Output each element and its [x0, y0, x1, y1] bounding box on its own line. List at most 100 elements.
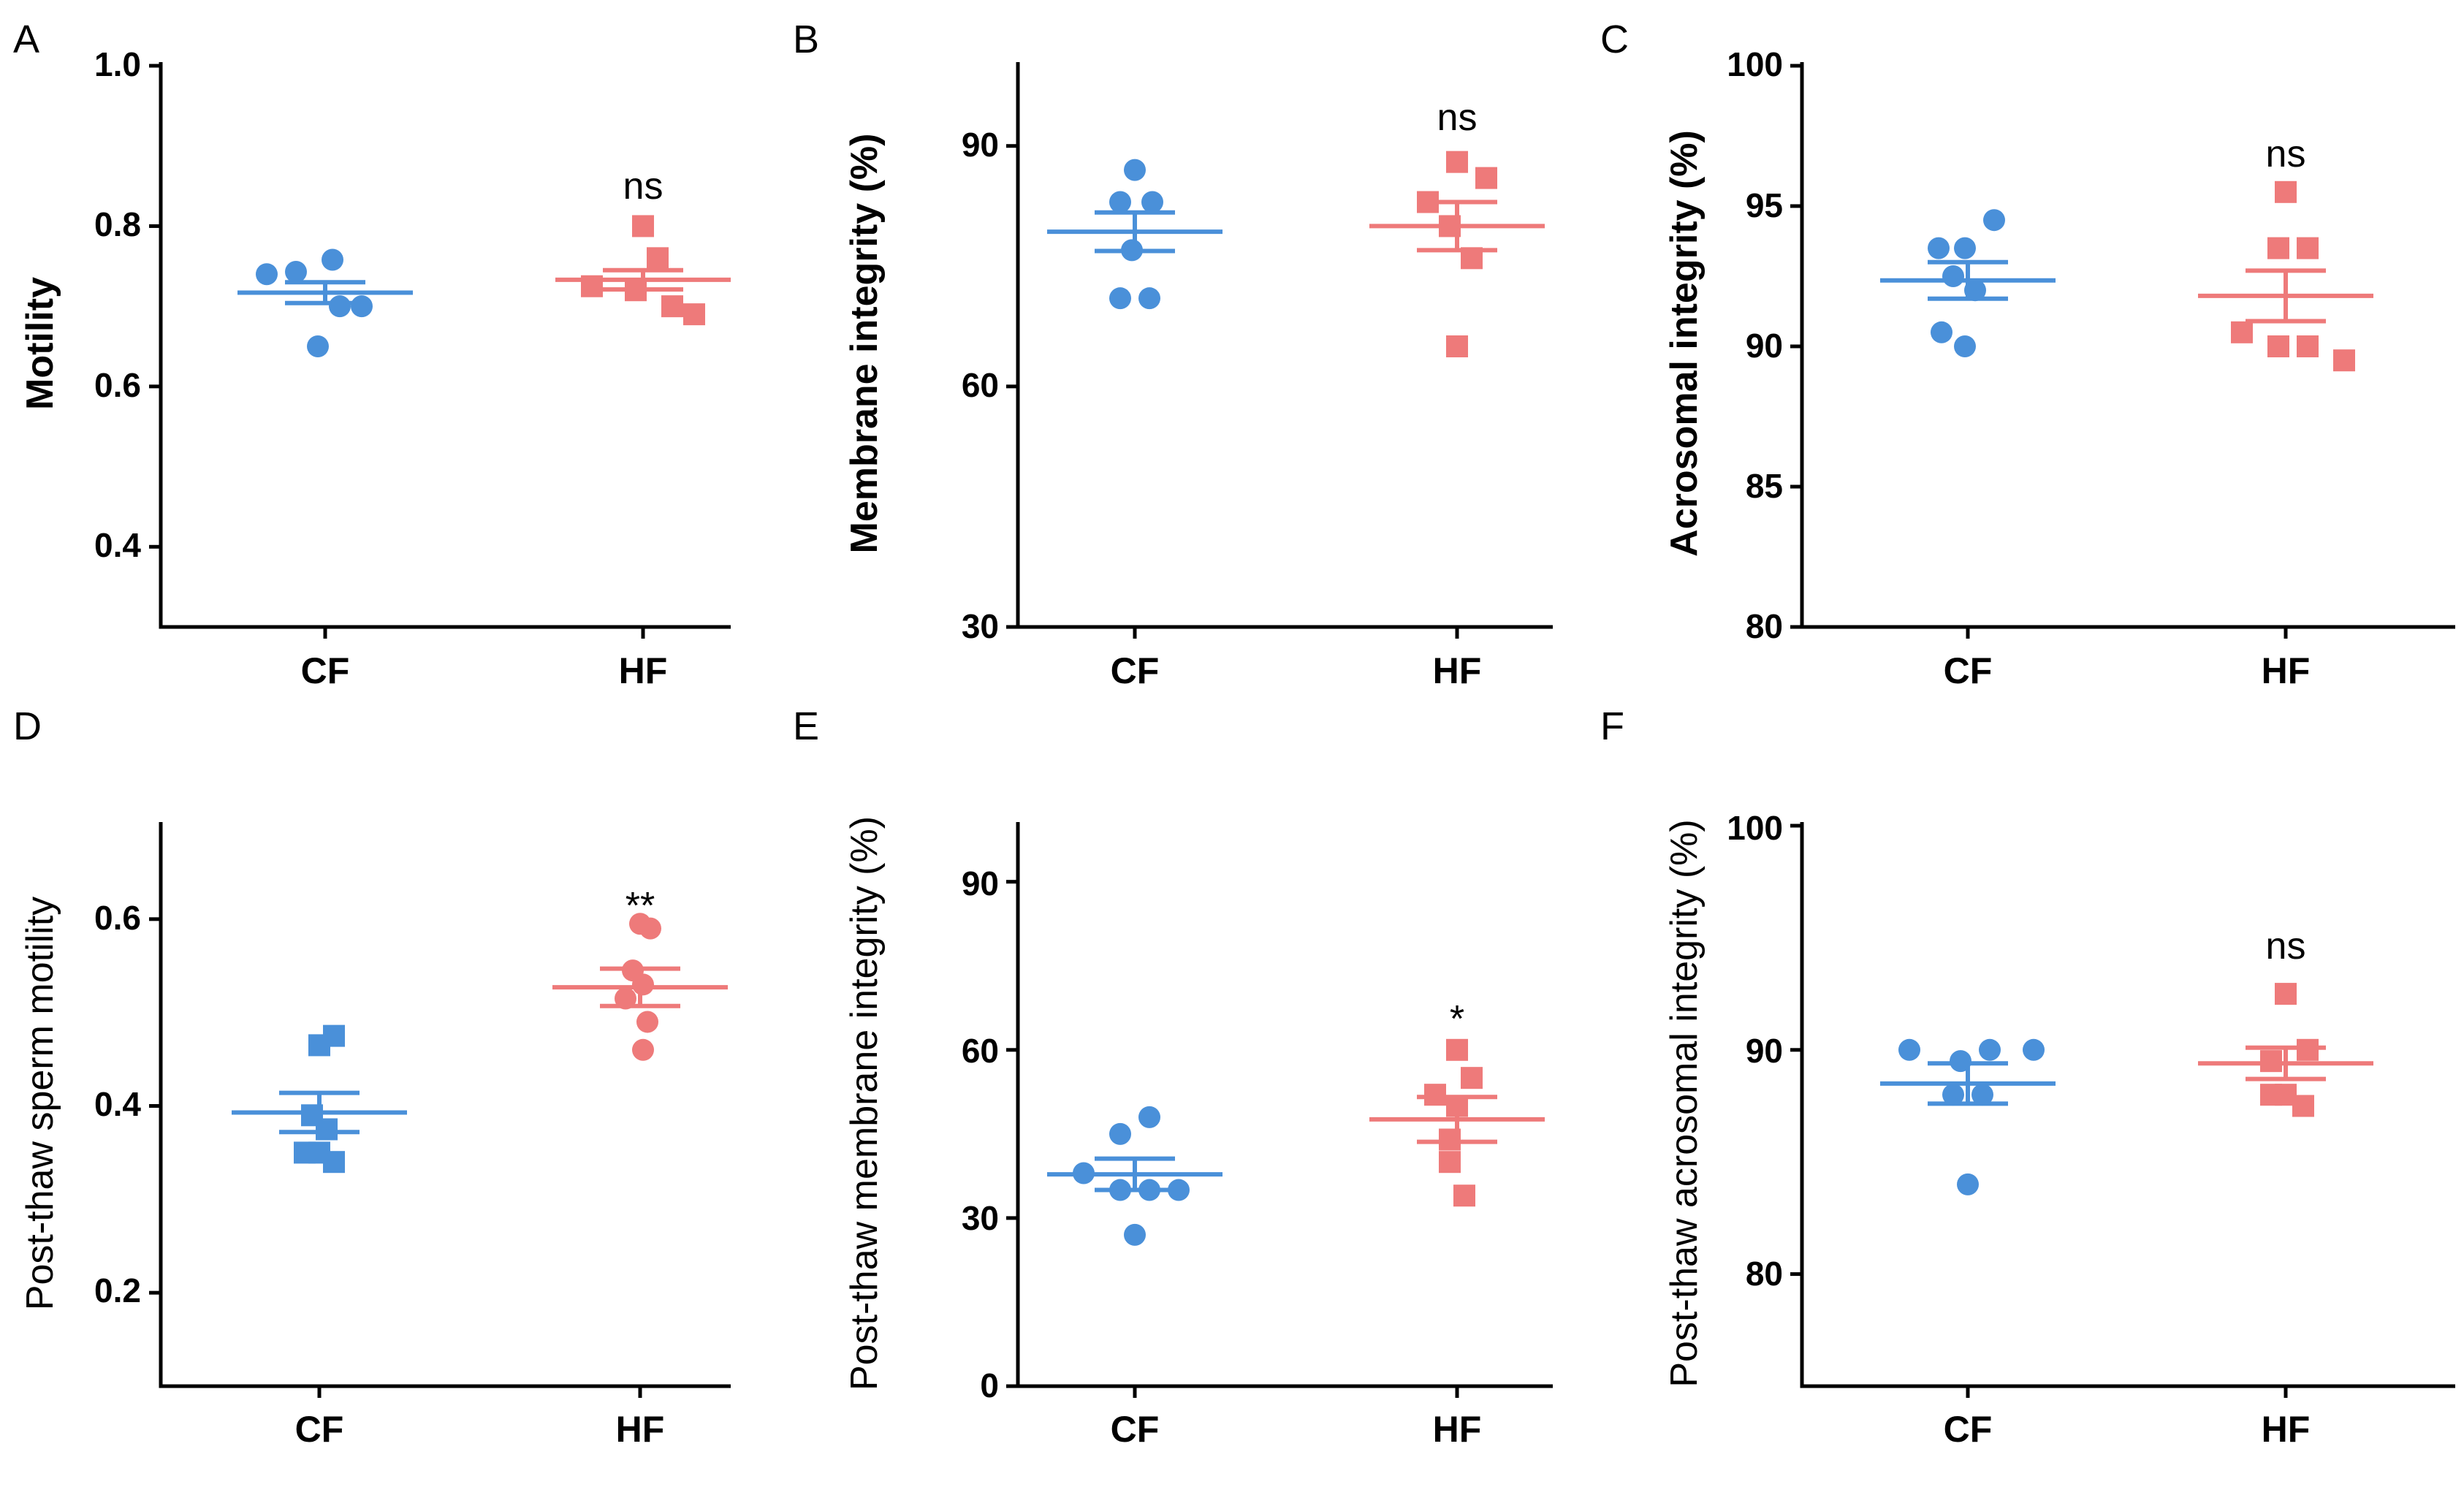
significance-label: ns [2266, 925, 2306, 967]
panel-d: D Post-thaw sperm motility ** CF HF 0.2 … [13, 704, 664, 1450]
data-point [307, 335, 329, 357]
data-point [1109, 191, 1131, 213]
x-category-label: CF [1111, 650, 1160, 691]
significance-label: ns [2266, 133, 2306, 175]
data-point [636, 1011, 658, 1033]
data-point [1138, 287, 1160, 310]
data-point [1439, 1151, 1461, 1174]
x-category-label: HF [1433, 1409, 1482, 1450]
y-tick-label: 0.6 [94, 366, 141, 404]
data-point [647, 247, 669, 270]
y-axis-label: Membrane integrity (%) [843, 134, 886, 554]
y-tick-label: 60 [962, 366, 999, 404]
significance-label: ns [623, 165, 663, 208]
y-axis-label: Post-thaw acrosomal integrity (%) [1663, 819, 1706, 1387]
data-point [1942, 1084, 1964, 1106]
significance-label: ns [1437, 96, 1478, 139]
data-point [285, 260, 307, 283]
data-point [683, 303, 705, 326]
data-point [1461, 1067, 1483, 1089]
data-point [1109, 1122, 1131, 1145]
data-point [1453, 1184, 1475, 1207]
data-point [1957, 1173, 1979, 1195]
panel-letter: E [793, 704, 819, 748]
data-point [1942, 265, 1964, 287]
y-tick-label: 0.2 [94, 1271, 141, 1309]
x-category-label: CF [295, 1409, 344, 1450]
y-tick-label: 0.4 [94, 1085, 141, 1123]
data-point [1446, 151, 1468, 173]
data-point [1141, 191, 1163, 213]
y-axis-label: Post-thaw membrane integrity (%) [843, 816, 886, 1391]
panel-letter: C [1600, 18, 1629, 61]
data-point [1971, 1084, 1993, 1106]
data-point [632, 973, 654, 996]
data-point [1109, 287, 1131, 310]
data-point [2297, 237, 2319, 259]
y-tick-label: 30 [962, 607, 999, 645]
data-point [351, 295, 373, 318]
data-point [2297, 1038, 2319, 1061]
y-tick-label: 80 [1746, 607, 1783, 645]
data-point [329, 295, 351, 318]
data-point [1475, 167, 1497, 189]
y-tick-label: 0.6 [94, 899, 141, 937]
data-point [2023, 1038, 2045, 1061]
x-category-label: HF [616, 1409, 665, 1450]
data-point [2231, 321, 2253, 343]
data-point [1928, 237, 1950, 259]
data-point [1979, 1038, 2001, 1061]
panel-f: F Post-thaw acrosomal integrity (%) ns C… [1600, 704, 2310, 1450]
significance-label: * [1450, 998, 1464, 1041]
data-point [1446, 335, 1468, 357]
y-tick-label: 0.4 [94, 526, 141, 564]
data-point [1138, 1106, 1160, 1128]
y-tick-label: 90 [1746, 1032, 1783, 1070]
data-point [2267, 335, 2289, 357]
data-point [2275, 180, 2297, 203]
x-category-label: CF [1944, 650, 1993, 691]
panel-letter: D [13, 704, 42, 748]
data-point [661, 295, 683, 318]
y-axis-label: Post-thaw sperm motility [19, 897, 61, 1310]
data-point [2275, 983, 2297, 1005]
x-category-label: CF [301, 650, 350, 691]
data-point [1954, 237, 1976, 259]
data-point [323, 1151, 345, 1174]
data-point [322, 248, 343, 271]
x-category-label: CF [1944, 1409, 1993, 1450]
y-tick-label: 0 [980, 1366, 999, 1404]
data-point [632, 1038, 654, 1061]
panel-a: A Motility ns CF HF 0.4 0.6 0.8 1.0 [13, 18, 667, 691]
y-tick-label: 90 [962, 126, 999, 164]
panel-c: C Acrosomal integrity (%) ns CF HF 80 85… [1600, 18, 2310, 691]
x-category-label: HF [619, 650, 668, 691]
data-point [1446, 1038, 1468, 1061]
y-tick-label: 90 [1746, 327, 1783, 365]
data-point [2267, 237, 2289, 259]
y-tick-label: 80 [1746, 1255, 1783, 1293]
panel-letter: B [793, 18, 819, 61]
data-point [1168, 1179, 1190, 1201]
panel-e: E Post-thaw membrane integrity (%) * CF … [793, 704, 1481, 1450]
data-point [323, 1024, 345, 1047]
x-category-label: HF [1433, 650, 1482, 691]
data-point [1954, 335, 1976, 357]
data-point [639, 917, 661, 940]
y-tick-label: 0.8 [94, 205, 141, 243]
y-tick-label: 95 [1746, 186, 1783, 224]
data-point [256, 263, 278, 286]
y-tick-label: 100 [1727, 45, 1783, 83]
y-tick-label: 1.0 [94, 45, 141, 83]
data-point [1898, 1038, 1920, 1061]
data-point [2292, 1095, 2314, 1117]
y-tick-label: 100 [1727, 809, 1783, 847]
panel-letter: A [13, 18, 39, 61]
y-axis-label: Acrosomal integrity (%) [1663, 130, 1706, 557]
data-point [632, 215, 654, 237]
data-point [1124, 1223, 1146, 1246]
x-category-label: HF [2262, 650, 2311, 691]
y-axis-label: Motility [19, 277, 61, 410]
data-point [1931, 321, 1952, 343]
